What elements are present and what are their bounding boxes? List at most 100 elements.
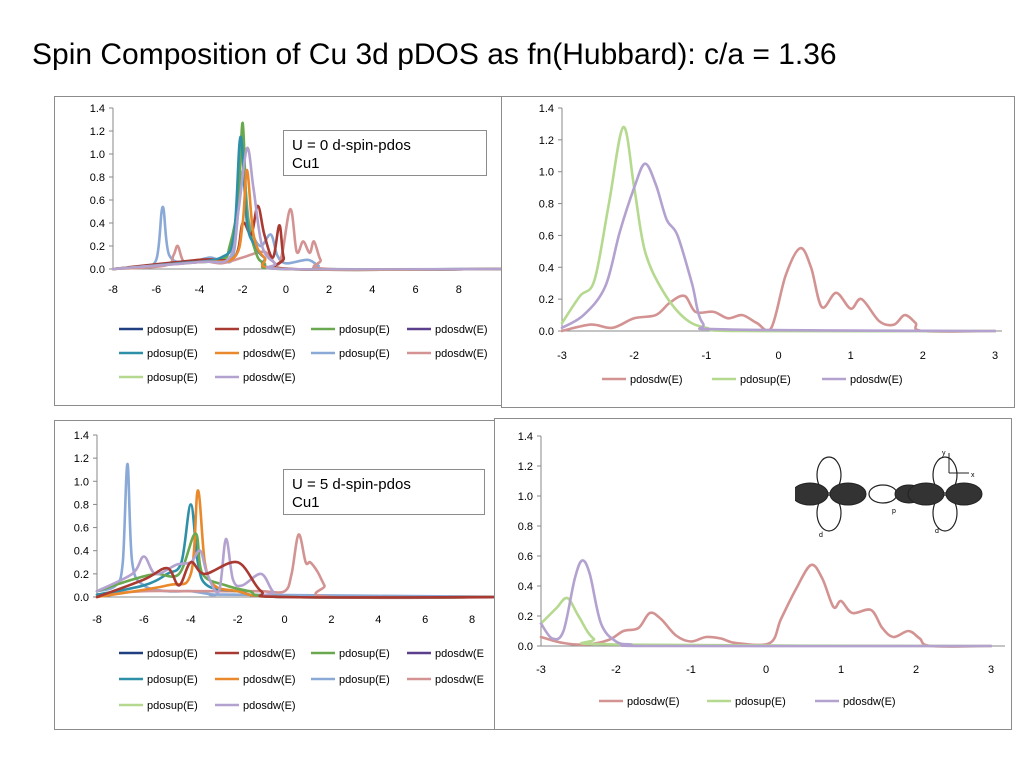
annotation-u0: U = 0 d-spin-pdos Cu1 bbox=[283, 130, 487, 176]
y-tick-label: 1.0 bbox=[518, 491, 533, 503]
annotation-u0-line2: Cu1 bbox=[292, 155, 320, 172]
x-tick-label: 4 bbox=[375, 614, 381, 626]
y-tick-label: 0.0 bbox=[74, 592, 89, 604]
y-tick-label: 0.2 bbox=[539, 294, 554, 306]
legend-label: pdosdw(E) bbox=[243, 348, 296, 360]
y-tick-label: 1.4 bbox=[518, 431, 533, 443]
chart-panel-u5-full: 0.0 0.2 0.4 0.6 0.8 1.0 1.2 1.4 -8 -6 -4 -2 0 2 4 6 8 pdo… bbox=[54, 420, 500, 730]
y-tick-label: 1.2 bbox=[90, 126, 105, 138]
series-line bbox=[95, 560, 495, 599]
series-line bbox=[111, 146, 501, 271]
series-line bbox=[539, 563, 993, 648]
series-group bbox=[560, 125, 997, 333]
y-tick-label: 0.8 bbox=[90, 172, 105, 184]
legend-label: pdosdw(E) bbox=[435, 348, 488, 360]
y-tick-label: 0.6 bbox=[90, 195, 105, 207]
chart-u5-full: 0.0 0.2 0.4 0.6 0.8 1.0 1.2 1.4 -8 -6 -4 -2 0 2 4 6 8 pdo… bbox=[74, 430, 495, 712]
y-tick-label: 1.0 bbox=[90, 149, 105, 161]
x-tick-label: 0 bbox=[281, 614, 287, 626]
y-tick-label: 1.4 bbox=[539, 103, 554, 115]
series-group bbox=[539, 559, 993, 648]
y-tick-label: 1.0 bbox=[539, 167, 554, 179]
series-line bbox=[560, 125, 997, 333]
x-tick-label: -8 bbox=[108, 284, 118, 296]
legend-label: pdosdw(E) bbox=[243, 674, 296, 686]
d-orbital-left-icon bbox=[795, 456, 867, 532]
x-tick-label: 4 bbox=[369, 284, 375, 296]
legend-label: pdosup(E) bbox=[147, 700, 198, 712]
legend-label: pdosup(E) bbox=[339, 348, 390, 360]
xy-axes-icon bbox=[948, 453, 969, 474]
series-group bbox=[111, 121, 501, 272]
chart-u0-zoom: 0.0 0.2 0.4 0.6 0.8 1.0 1.2 1.4 -3 -2 -1 0 1 2 3 pdosdw… bbox=[539, 103, 1002, 386]
axis-y-label: y bbox=[942, 450, 946, 457]
chart-panel-u0-zoom: 0.0 0.2 0.4 0.6 0.8 1.0 1.2 1.4 -3 -2 -1 0 1 2 3 pdosdw… bbox=[501, 96, 1015, 408]
x-tick-label: -1 bbox=[701, 350, 711, 362]
x-tick-label: -2 bbox=[611, 664, 621, 676]
legend-label: pdosup(E) bbox=[339, 648, 390, 660]
y-tick-label: 0.2 bbox=[74, 569, 89, 581]
legend-label: pdosdw(E bbox=[435, 648, 484, 660]
legend-label: pdosup(E) bbox=[147, 372, 198, 384]
d-orbital-left-label: d bbox=[819, 532, 823, 539]
x-tick-label: -4 bbox=[186, 614, 196, 626]
series-line bbox=[539, 559, 993, 648]
y-tick-label: 1.4 bbox=[74, 430, 89, 442]
d-orbital-right-label: d bbox=[935, 528, 939, 535]
legend-label: pdosdw(E) bbox=[435, 324, 488, 336]
x-tick-label: 0 bbox=[283, 284, 289, 296]
y-tick-label: 0.6 bbox=[74, 523, 89, 535]
x-tick-label: -1 bbox=[686, 664, 696, 676]
chart-panel-u5-zoom: 0.0 0.2 0.4 0.6 0.8 1.0 1.2 1.4 -3 -2 -1 0 1 2 3 pdosdw… bbox=[494, 418, 1012, 730]
y-tick-label: 0.4 bbox=[518, 581, 533, 593]
legend-label: pdosdw(E) bbox=[243, 700, 296, 712]
x-tick-label: 2 bbox=[326, 284, 332, 296]
x-tick-label: 1 bbox=[838, 664, 844, 676]
legend-label: pdosdw(E) bbox=[843, 696, 896, 708]
p-orbital-label: p bbox=[892, 508, 896, 515]
x-tick-label: 8 bbox=[456, 284, 462, 296]
y-tick-label: 0.6 bbox=[518, 551, 533, 563]
x-tick-label: 3 bbox=[992, 350, 998, 362]
legend-label: pdosdw(E) bbox=[630, 374, 683, 386]
x-tick-label: 0 bbox=[775, 350, 781, 362]
orbital-overlap-diagram: y x d p d bbox=[795, 450, 983, 539]
y-tick-label: 1.2 bbox=[539, 135, 554, 147]
x-tick-label: 8 bbox=[469, 614, 475, 626]
x-tick-label: -4 bbox=[195, 284, 205, 296]
legend-label: pdosdw(E) bbox=[243, 648, 296, 660]
y-tick-label: 1.4 bbox=[90, 103, 105, 115]
x-tick-label: -6 bbox=[151, 284, 161, 296]
y-tick-label: 1.2 bbox=[74, 453, 89, 465]
legend-label: pdosdw(E) bbox=[850, 374, 903, 386]
d-orbital-right-icon bbox=[907, 456, 983, 532]
legend-label: pdosdw(E) bbox=[243, 372, 296, 384]
y-tick-label: 0.8 bbox=[518, 521, 533, 533]
x-tick-label: 0 bbox=[763, 664, 769, 676]
y-tick-label: 1.2 bbox=[518, 461, 533, 473]
legend-label: pdosup(E) bbox=[339, 324, 390, 336]
chart-u0-full: 0.0 0.2 0.4 0.6 0.8 1.0 1.2 1.4 -8 -6 -4 -2 0 2 4 6 8 pdo… bbox=[90, 103, 501, 384]
series-line bbox=[95, 533, 495, 600]
chart-u5-zoom: 0.0 0.2 0.4 0.6 0.8 1.0 1.2 1.4 -3 -2 -1 0 1 2 3 pdosdw… bbox=[518, 431, 1005, 708]
legend-label: pdosup(E) bbox=[147, 674, 198, 686]
series-line bbox=[95, 503, 495, 599]
x-tick-label: 6 bbox=[422, 614, 428, 626]
y-tick-label: 0.2 bbox=[518, 611, 533, 623]
x-tick-label: -2 bbox=[233, 614, 243, 626]
y-tick-label: 0.4 bbox=[90, 218, 105, 230]
axis-x-label: x bbox=[971, 472, 975, 479]
legend-label: pdosdw(E bbox=[435, 674, 484, 686]
annotation-u5-line2: Cu1 bbox=[292, 494, 320, 511]
series-line bbox=[95, 537, 495, 599]
legend-label: pdosdw(E) bbox=[627, 696, 680, 708]
y-tick-label: 0.4 bbox=[74, 546, 89, 558]
legend-label: pdosup(E) bbox=[339, 674, 390, 686]
x-tick-label: 2 bbox=[920, 350, 926, 362]
y-tick-label: 0.0 bbox=[518, 641, 533, 653]
series-line bbox=[95, 462, 495, 599]
legend-label: pdosup(E) bbox=[740, 374, 791, 386]
y-tick-label: 0.8 bbox=[74, 499, 89, 511]
annotation-u0-line1: U = 0 d-spin-pdos bbox=[292, 137, 411, 154]
x-tick-label: 3 bbox=[988, 664, 994, 676]
